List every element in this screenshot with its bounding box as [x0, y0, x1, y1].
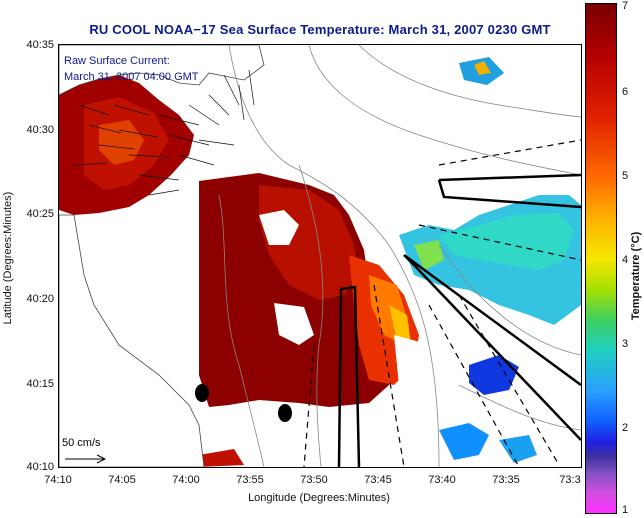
x-tick: 73:3 [559, 474, 581, 486]
x-tick: 74:10 [44, 474, 72, 486]
colorbar-tick: 1 [622, 504, 629, 516]
sst-field [59, 45, 581, 467]
y-tick: 40:15 [26, 378, 54, 390]
colorbar-label: Temperature (°C) [630, 231, 642, 321]
colorbar-tick: 3 [622, 338, 629, 350]
x-tick: 74:05 [108, 474, 136, 486]
y-axis-label: Latitude (Degrees:Minutes) [2, 191, 14, 325]
colorbar-tick: 2 [622, 422, 629, 434]
current-legend-line1: Raw Surface Current: [64, 55, 170, 67]
colorbar-tick: 5 [622, 170, 629, 182]
colorbar-tick: 4 [622, 254, 629, 266]
colorbar-tick: 6 [622, 86, 629, 98]
y-tick: 40:10 [26, 461, 54, 473]
x-tick: 73:35 [492, 474, 520, 486]
x-tick: 73:40 [428, 474, 456, 486]
x-axis-label: Longitude (Degrees:Minutes) [248, 492, 390, 504]
temperature-colorbar [585, 3, 617, 514]
x-tick: 74:00 [172, 474, 200, 486]
scale-label: 50 cm/s [62, 437, 101, 449]
x-tick: 73:50 [300, 474, 328, 486]
y-tick: 40:20 [26, 293, 54, 305]
current-legend-line2: March 31, 2007 04:00 GMT [64, 71, 199, 83]
sst-map [58, 44, 582, 468]
x-tick: 73:55 [236, 474, 264, 486]
y-tick: 40:35 [26, 39, 54, 51]
y-tick: 40:30 [26, 124, 54, 136]
map-title: RU COOL NOAA−17 Sea Surface Temperature:… [89, 22, 551, 37]
colorbar-tick: 7 [622, 0, 629, 12]
x-tick: 73:45 [364, 474, 392, 486]
y-tick: 40:25 [26, 208, 54, 220]
